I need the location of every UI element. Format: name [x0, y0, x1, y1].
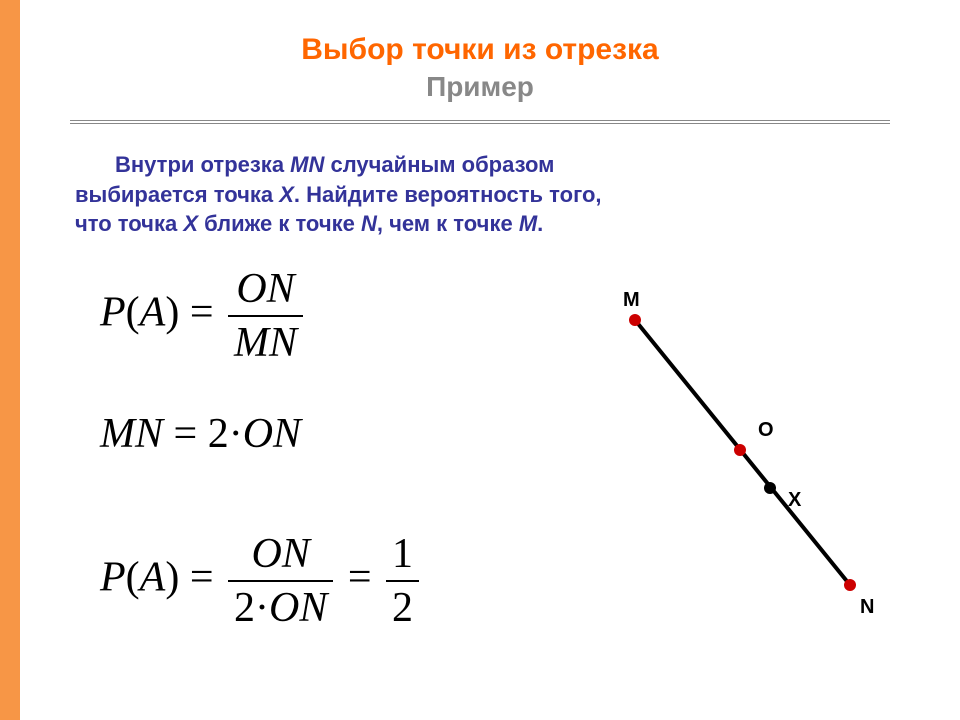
var-x: X: [183, 211, 198, 236]
point-label-M: M: [623, 289, 640, 311]
var-mn: MN: [290, 152, 324, 177]
title-divider: [70, 120, 890, 124]
text: , чем к точке: [377, 211, 519, 236]
sym-A: A: [140, 290, 166, 336]
point-N: [844, 579, 856, 591]
var-x: X: [279, 182, 294, 207]
title-sub: Пример: [80, 71, 880, 103]
point-label-N: N: [860, 596, 874, 618]
title-block: Выбор точки из отрезка Пример: [80, 30, 880, 103]
frac-num: ON: [228, 530, 333, 580]
text: случайным образом: [324, 152, 554, 177]
num-2: 2: [208, 411, 229, 457]
text: Внутри отрезка: [115, 152, 290, 177]
point-label-X: X: [788, 489, 802, 511]
sym-A: A: [140, 555, 166, 601]
frac-den: MN: [228, 315, 303, 367]
title-main: Выбор точки из отрезка: [80, 30, 880, 69]
problem-statement: Внутри отрезка MN случайным образом выби…: [75, 150, 835, 239]
frac-num: 1: [386, 530, 419, 580]
equation-1: P(A) = ON MN: [100, 265, 307, 367]
sym-P: P: [100, 555, 126, 601]
segment-diagram: M O X N: [565, 280, 905, 630]
point-label-O: O: [758, 419, 774, 441]
text: что точка: [75, 211, 183, 236]
var-m: M: [519, 211, 537, 236]
var-n: N: [361, 211, 377, 236]
text: выбирается точка: [75, 182, 279, 207]
frac-den: 2·ON: [228, 580, 333, 632]
text: .: [537, 211, 543, 236]
accent-bar: [0, 0, 20, 720]
point-M: [629, 314, 641, 326]
sym-ON: ON: [243, 411, 301, 457]
frac-num: ON: [228, 265, 303, 315]
sym-P: P: [100, 290, 126, 336]
point-X: [764, 482, 776, 494]
text: ближе к точке: [198, 211, 361, 236]
sym-eq: =: [174, 411, 198, 457]
sym-dot: ·: [229, 411, 243, 457]
frac-den: 2: [386, 580, 419, 632]
text: . Найдите вероятность того,: [294, 182, 602, 207]
equation-2: MN = 2·ON: [100, 410, 301, 458]
sym-MN: MN: [100, 411, 163, 457]
point-O: [734, 444, 746, 456]
equation-3: P(A) = ON 2·ON = 1 2: [100, 530, 423, 632]
